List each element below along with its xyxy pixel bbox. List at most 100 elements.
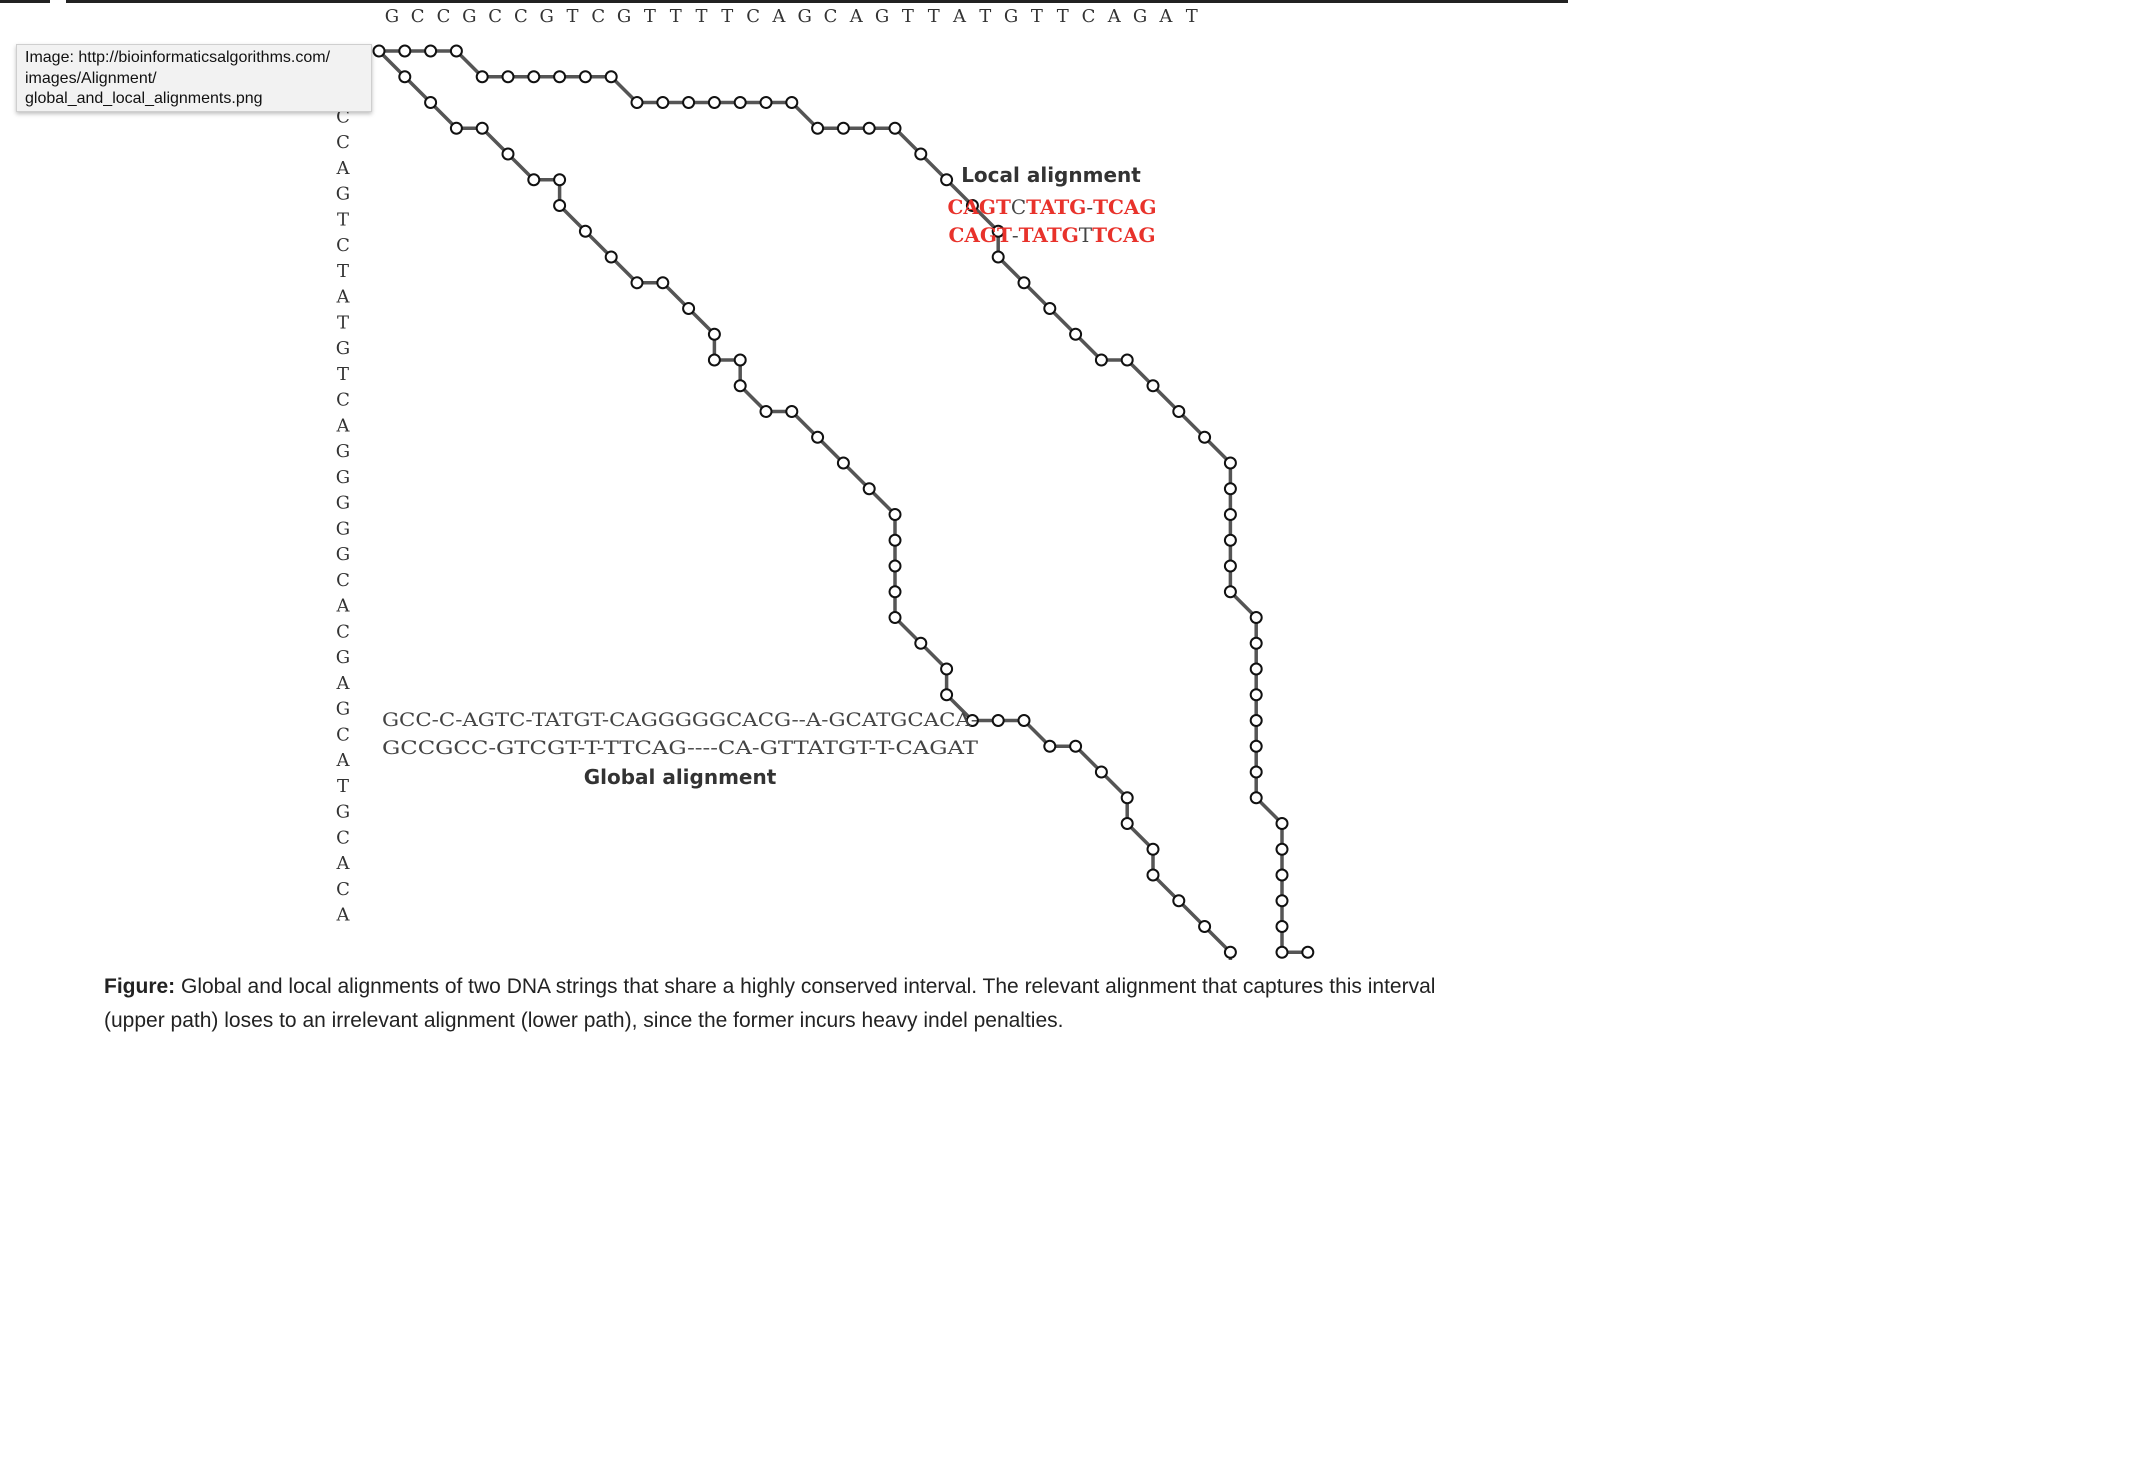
path-node <box>888 121 902 135</box>
left-sequence-letter: T <box>337 261 349 282</box>
left-sequence-letter: C <box>336 570 350 591</box>
path-node <box>914 147 928 161</box>
top-sequence-letter: G <box>875 6 889 27</box>
path-node <box>501 147 515 161</box>
top-sequence-letter: T <box>902 6 914 27</box>
path-node <box>398 70 412 84</box>
caption-label: Figure: <box>104 975 176 998</box>
path-node <box>1275 945 1289 959</box>
path-node <box>1120 791 1134 805</box>
top-sequence-letter: G <box>385 6 399 27</box>
path-node <box>682 302 696 315</box>
path-node <box>888 533 902 547</box>
path-node <box>527 70 541 84</box>
path-node <box>1198 920 1212 933</box>
left-sequence-letter: A <box>336 415 351 436</box>
figure-caption: Figure: Global and local alignments of t… <box>104 970 1484 1038</box>
path-node <box>1069 327 1083 341</box>
top-sequence-letter: C <box>437 6 451 27</box>
path-node <box>1223 559 1237 573</box>
path-node <box>940 662 954 676</box>
path-node <box>578 70 592 84</box>
left-sequence-letter: G <box>336 544 350 565</box>
path-node <box>1069 739 1083 753</box>
local-alignment-segment: CAGT <box>947 195 1011 219</box>
left-sequence-letter: A <box>336 158 351 179</box>
path-node <box>501 70 515 84</box>
top-sequence-letter: C <box>411 6 425 27</box>
top-sequence-letter: G <box>617 6 631 27</box>
path-node <box>733 353 747 367</box>
path-node <box>836 121 850 135</box>
path-node <box>630 96 644 109</box>
path-node <box>733 96 747 109</box>
top-sequence-letter: C <box>591 6 605 27</box>
top-sequence-letter: C <box>1082 6 1096 27</box>
global-alignment-line-2: GCCGCC-GTCGT-T-TTCAG----CA-GTTATGT-T-CAG… <box>382 737 978 759</box>
path-node <box>578 224 592 238</box>
path-node <box>604 70 618 84</box>
path-node <box>1249 662 1263 676</box>
path-node <box>424 96 438 109</box>
top-sequence-letter: A <box>1107 6 1122 27</box>
path-node <box>1146 868 1160 882</box>
local-alignment-line-2: CAGT-TATGTTCAG <box>948 223 1155 247</box>
local-alignment-segment: TATG <box>1019 223 1079 247</box>
path-node <box>1094 765 1108 779</box>
path-node <box>888 585 902 599</box>
path-node <box>888 611 902 624</box>
path-node <box>1249 765 1263 779</box>
path-node <box>1094 353 1108 367</box>
path-node <box>553 199 567 212</box>
top-sequence-letter: T <box>670 6 682 27</box>
local-alignment-segment: TCAG <box>1092 223 1155 247</box>
top-sequence-letter: C <box>746 6 760 27</box>
top-sequence-letter: A <box>1158 6 1173 27</box>
path-node <box>1043 302 1057 315</box>
path-node <box>991 250 1005 264</box>
path-node <box>1223 945 1237 959</box>
path-node <box>475 121 489 135</box>
path-node <box>1249 688 1263 702</box>
left-sequence-letter: G <box>336 441 350 462</box>
top-sequence-letter: A <box>771 6 786 27</box>
path-node <box>1249 714 1263 727</box>
path-node <box>1172 405 1186 418</box>
left-sequence-letter: A <box>336 905 351 926</box>
path-node <box>991 224 1005 238</box>
left-sequence-letter: G <box>336 467 350 488</box>
local-alignment-segment: TCAG <box>1093 195 1156 219</box>
top-sequence-letter: T <box>721 6 733 27</box>
local-alignment-segment: TATG <box>1026 195 1086 219</box>
path-node <box>888 508 902 521</box>
top-sequence-letter: C <box>514 6 528 27</box>
path-node <box>604 250 618 264</box>
path-node <box>1223 508 1237 521</box>
local-alignment-line-1: CAGTCTATG-TCAG <box>947 195 1156 219</box>
tooltip-line-2: images/Alignment/ <box>25 69 157 87</box>
left-sequence-letter: G <box>336 802 350 823</box>
path-node <box>1275 817 1289 830</box>
path-node <box>940 688 954 702</box>
left-sequence-letter: T <box>337 776 349 797</box>
path-node <box>1146 842 1160 856</box>
left-sequence-letter: T <box>337 364 349 385</box>
path-node <box>991 714 1005 727</box>
caption-text: Global and local alignments of two DNA s… <box>104 975 1436 1032</box>
path-node <box>1017 276 1031 290</box>
left-sequence-letter: C <box>336 724 350 745</box>
left-sequence-letter: A <box>336 596 351 617</box>
left-sequence-letter: C <box>336 621 350 642</box>
left-sequence-letter: C <box>336 390 350 411</box>
path-node <box>1249 791 1263 805</box>
path-node <box>965 714 979 727</box>
local-alignment-segment: T <box>1079 223 1093 247</box>
path-node <box>1223 533 1237 547</box>
path-nodes <box>372 44 1315 959</box>
path-node <box>1120 353 1134 367</box>
path-node <box>1275 842 1289 856</box>
path-node <box>1043 739 1057 753</box>
path-node <box>707 353 721 367</box>
